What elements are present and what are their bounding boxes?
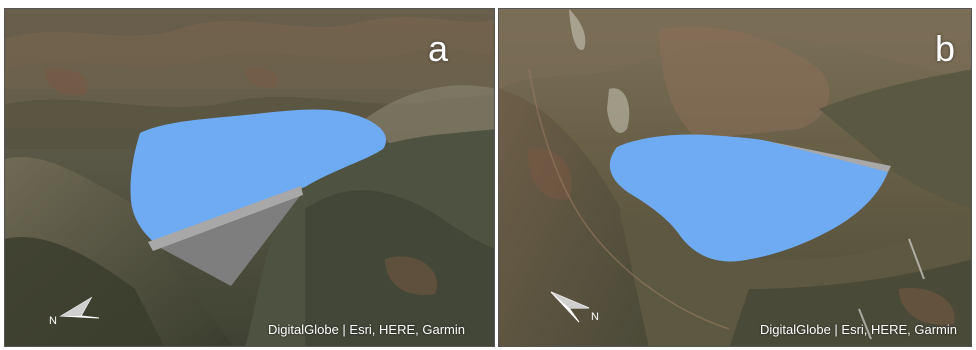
north-label: N	[591, 311, 599, 323]
north-arrow-icon: N	[550, 291, 599, 323]
map-credit: DigitalGlobe | Esri, HERE, Garmin	[760, 322, 957, 337]
terrain-scene-a	[5, 9, 494, 346]
panel-a: a N DigitalGlobe | Esri, HERE, Garmin	[4, 8, 495, 347]
north-label: N	[49, 315, 57, 326]
panel-letter: b	[934, 28, 955, 69]
north-arrow-icon: N	[49, 296, 100, 326]
panel-letter: a	[427, 28, 448, 69]
terrain-scene-b	[499, 9, 971, 346]
panel-b: b N DigitalGlobe | Esri, HERE, Garmin	[498, 8, 972, 347]
map-credit: DigitalGlobe | Esri, HERE, Garmin	[268, 322, 465, 337]
